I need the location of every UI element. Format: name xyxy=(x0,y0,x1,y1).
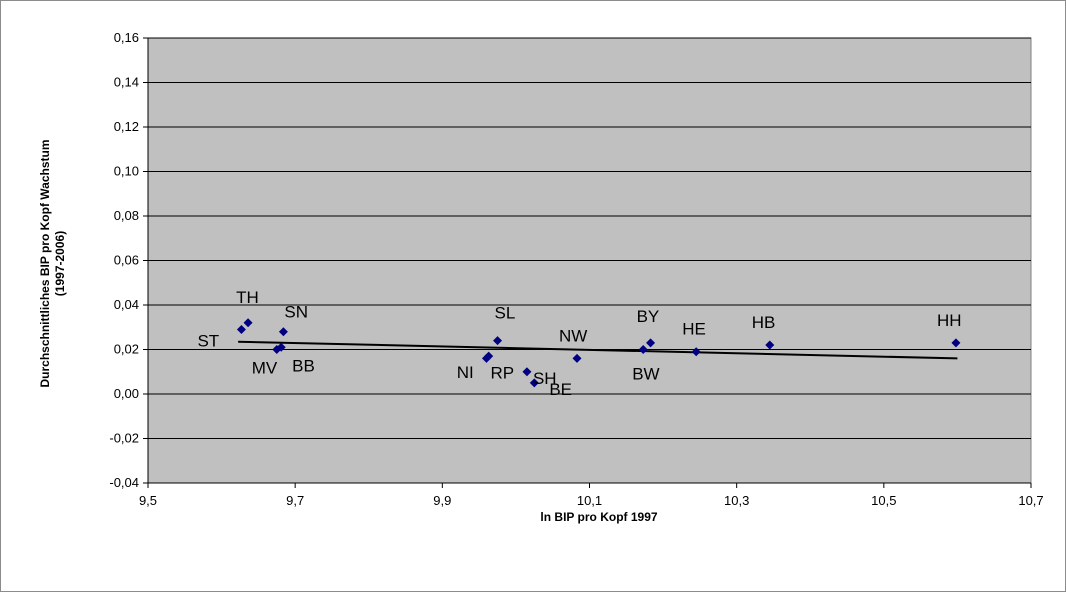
data-point-sl xyxy=(493,336,503,346)
y-axis-ticks: -0,04 -0,02 0,00 0,02 0,04 0,06 0,08 0,10 0,12 0,… xyxy=(109,30,148,490)
y-tick-label: 0,04 xyxy=(114,297,139,312)
x-tick-label: 10,1 xyxy=(577,493,602,508)
x-axis-title: ln BIP pro Kopf 1997 xyxy=(540,510,657,524)
data-point-rp xyxy=(481,353,491,363)
y-tick-label: 0,02 xyxy=(114,342,139,357)
point-label-ni: NI xyxy=(457,363,474,382)
gridlines xyxy=(148,37,1031,439)
data-points xyxy=(236,318,961,388)
point-label-hb: HB xyxy=(752,313,776,332)
point-label-sn: SN xyxy=(284,303,308,322)
data-point-hb xyxy=(765,340,775,350)
point-label-rp: RP xyxy=(490,363,514,382)
point-label-bb: BB xyxy=(292,356,315,375)
y-tick-label: 0,00 xyxy=(114,386,139,401)
x-tick-label: 9,5 xyxy=(139,493,157,508)
y-tick-label: 0,14 xyxy=(114,75,139,90)
point-label-he: HE xyxy=(682,320,706,339)
data-point-bw xyxy=(638,345,648,354)
y-tick-label: 0,06 xyxy=(114,253,139,268)
y-tick-label: -0,02 xyxy=(109,431,139,446)
data-point-bb xyxy=(276,342,286,352)
x-tick-label: 10,5 xyxy=(871,493,896,508)
x-axis-ticks: 9,5 9,7 9,9 10,1 10,3 10,5 10,7 xyxy=(139,483,1044,508)
x-tick-label: 9,9 xyxy=(433,493,451,508)
point-label-st: ST xyxy=(197,331,219,350)
data-point-nw xyxy=(572,353,582,363)
data-point-be xyxy=(529,378,539,388)
point-label-sh: SH xyxy=(533,369,557,388)
point-label-by: BY xyxy=(637,307,660,326)
data-point-th xyxy=(243,318,253,328)
point-label-sl: SL xyxy=(495,304,516,323)
x-tick-label: 10,3 xyxy=(724,493,749,508)
point-label-bw: BW xyxy=(632,365,659,384)
y-axis-title: Durchschnittliches BIP pro Kopf Wachstum xyxy=(38,139,52,387)
data-point-by xyxy=(646,338,656,348)
point-label-th: TH xyxy=(236,288,259,307)
y-tick-label: 0,10 xyxy=(114,164,139,179)
data-point-sn xyxy=(278,327,288,337)
y-tick-label: 0,16 xyxy=(114,30,139,45)
point-label-be: BE xyxy=(549,380,572,399)
trend-line xyxy=(238,340,958,360)
y-axis-title-years: (1997-2006) xyxy=(53,231,67,296)
data-point-sh xyxy=(522,367,532,377)
data-point-he xyxy=(691,347,701,357)
y-tick-label: -0,04 xyxy=(109,475,139,490)
x-tick-label: 9,7 xyxy=(286,493,304,508)
y-tick-label: 0,12 xyxy=(114,119,139,134)
data-point-hh xyxy=(951,338,961,348)
data-point-st xyxy=(236,324,246,334)
point-label-hh: HH xyxy=(937,311,962,330)
point-label-nw: NW xyxy=(559,326,587,345)
x-tick-label: 10,7 xyxy=(1018,493,1043,508)
y-tick-label: 0,08 xyxy=(114,208,139,223)
point-label-mv: MV xyxy=(252,359,278,378)
